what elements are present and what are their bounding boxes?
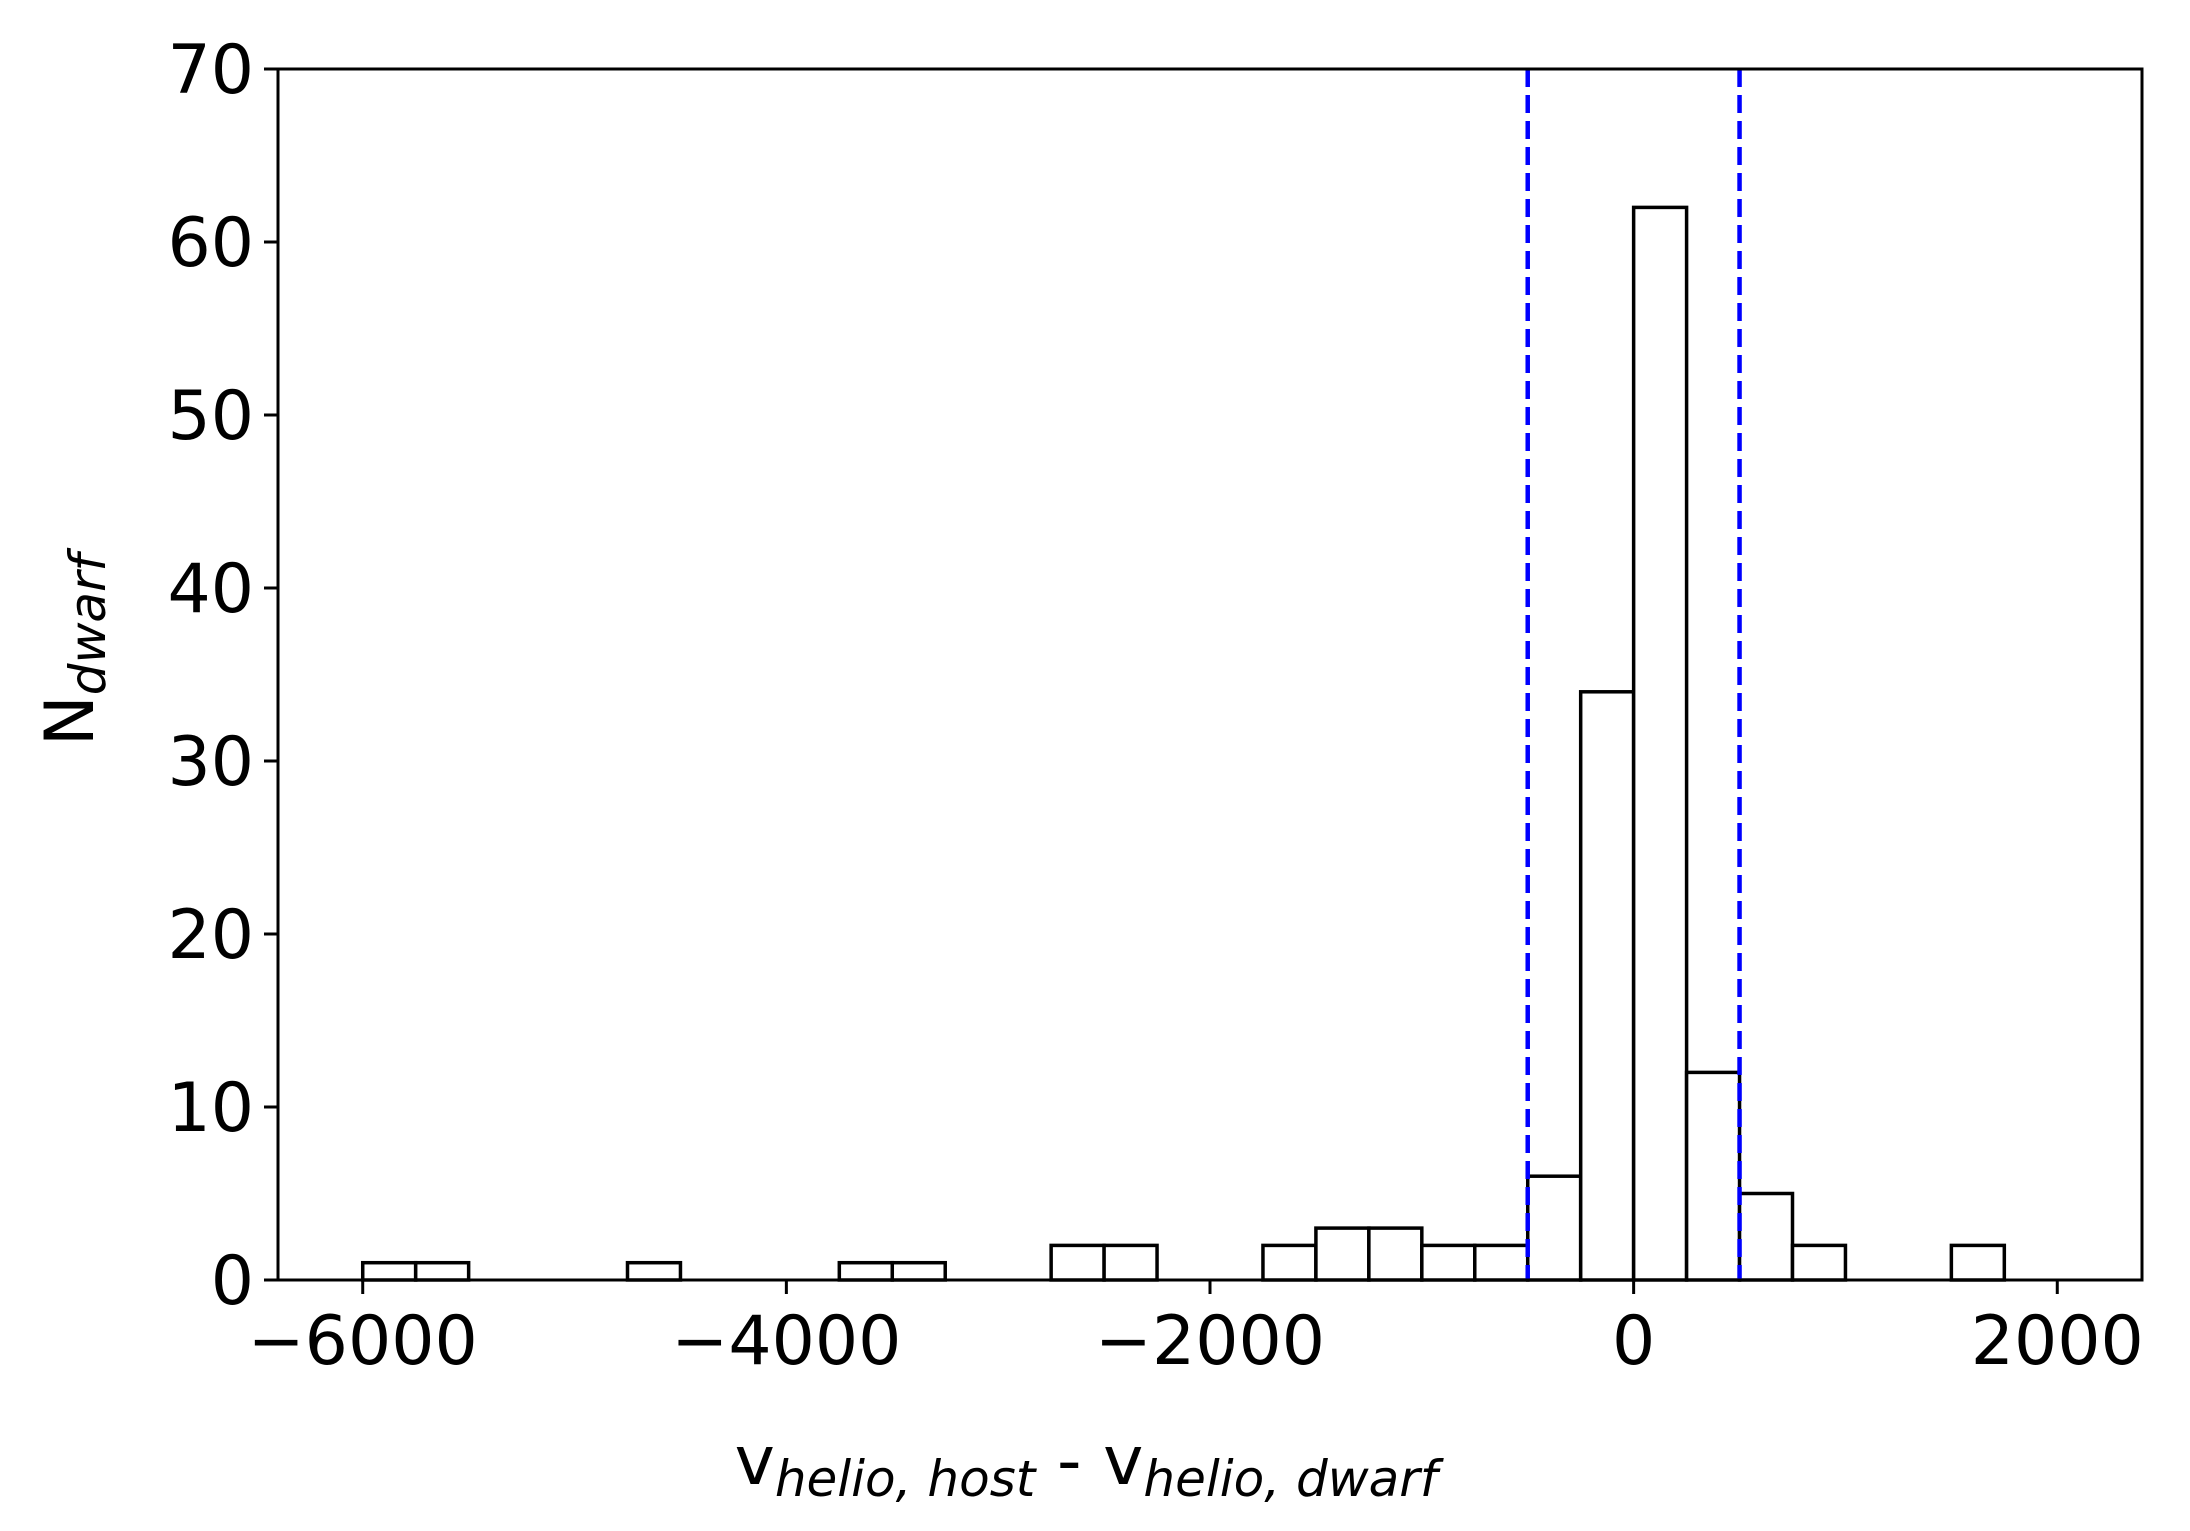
histogram-bar xyxy=(1631,205,1689,1282)
histogram-bar xyxy=(413,1260,471,1282)
x-tick-label: −4000 xyxy=(671,1302,901,1381)
x-axis-ticks: −6000 −4000 −2000 0 2000 xyxy=(248,1280,2144,1381)
histogram-bar xyxy=(1949,1243,2007,1282)
histogram-bar xyxy=(1049,1243,1106,1282)
x-axis-label: vhelio, host - vhelio, dwarf xyxy=(735,1422,1444,1508)
histogram-bar xyxy=(1578,690,1636,1282)
y-axis-ticks: 0 10 20 30 40 50 60 70 xyxy=(167,31,278,1321)
y-tick-label: 40 xyxy=(167,550,254,629)
x-tick-label: 2000 xyxy=(1971,1302,2144,1381)
y-tick-label: 70 xyxy=(167,31,254,110)
threshold-lines xyxy=(1525,69,1742,1280)
y-tick-label: 10 xyxy=(167,1069,254,1148)
histogram-bar xyxy=(1473,1243,1530,1282)
y-axis-label: Ndwarf xyxy=(31,547,117,746)
histogram-bars xyxy=(360,205,2058,1282)
histogram-bar xyxy=(1525,1174,1583,1282)
histogram-bar xyxy=(890,1260,947,1282)
y-tick-label: 0 xyxy=(211,1242,254,1321)
histogram-bar xyxy=(837,1260,895,1282)
x-tick-label: 0 xyxy=(1612,1302,1655,1381)
histogram-bar xyxy=(1102,1243,1159,1282)
x-tick-label: −6000 xyxy=(248,1302,478,1381)
histogram-bar xyxy=(360,1260,418,1282)
y-tick-label: 20 xyxy=(167,896,254,975)
histogram-bar xyxy=(625,1260,683,1282)
plot-frame xyxy=(276,67,2144,1282)
y-tick-label: 50 xyxy=(167,377,254,456)
y-tick-label: 60 xyxy=(167,204,254,283)
y-tick-label: 30 xyxy=(167,723,254,802)
histogram-bar xyxy=(1420,1243,1477,1282)
histogram-bar xyxy=(1790,1243,1848,1282)
histogram-bar xyxy=(1684,1070,1742,1282)
histogram-bar xyxy=(1737,1191,1795,1282)
x-tick-label: −2000 xyxy=(1095,1302,1325,1381)
histogram-bar xyxy=(1314,1226,1371,1282)
histogram-bar xyxy=(1367,1226,1424,1282)
histogram-bar xyxy=(1261,1243,1318,1282)
